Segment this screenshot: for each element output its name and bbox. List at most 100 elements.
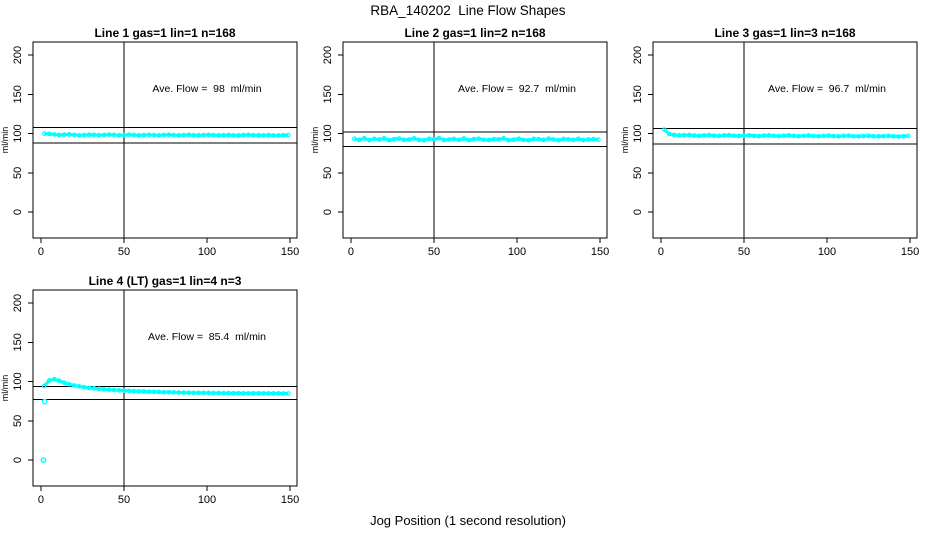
flow-point bbox=[51, 376, 57, 382]
ave-flow-annotation: Ave. Flow = 92.7 ml/min bbox=[458, 83, 576, 95]
flow-point bbox=[506, 137, 512, 143]
flow-point bbox=[866, 133, 871, 139]
flow-point bbox=[241, 390, 246, 396]
flow-point bbox=[66, 132, 72, 137]
flow-point bbox=[186, 132, 192, 138]
flow-point bbox=[401, 137, 407, 143]
flow-point bbox=[511, 137, 517, 142]
flow-point bbox=[741, 133, 747, 138]
flow-point bbox=[126, 132, 132, 138]
flow-point bbox=[281, 132, 286, 138]
flow-point bbox=[546, 136, 551, 141]
flow-point bbox=[231, 390, 236, 396]
y-tick-label: 0 bbox=[12, 457, 24, 463]
flow-point bbox=[376, 137, 382, 142]
y-axis-title: ml/min bbox=[0, 127, 10, 154]
flow-point bbox=[521, 137, 526, 143]
flow-point bbox=[181, 132, 187, 138]
flow-point bbox=[101, 132, 107, 138]
flow-point bbox=[901, 133, 906, 139]
flow-point bbox=[246, 390, 251, 396]
flow-point bbox=[851, 133, 856, 139]
y-axis-title: ml/min bbox=[310, 127, 320, 154]
flow-point bbox=[726, 132, 732, 138]
flow-point bbox=[96, 386, 102, 392]
flow-point bbox=[86, 385, 92, 391]
flow-point bbox=[111, 387, 117, 393]
flow-point bbox=[781, 133, 787, 139]
flow-point bbox=[51, 132, 57, 137]
flow-point bbox=[841, 133, 846, 139]
flow-point bbox=[466, 137, 472, 143]
panel-line-4: 0 50 100 150 0 50 100 150 200 ml/min Line 4 (LT) … bbox=[0, 268, 310, 518]
x-tick-label: 0 bbox=[658, 246, 664, 258]
flow-point bbox=[286, 132, 291, 138]
panel-title: Line 2 gas=1 lin=2 n=168 bbox=[404, 26, 546, 40]
flow-point bbox=[241, 132, 246, 138]
flow-point bbox=[711, 133, 717, 138]
flow-point bbox=[46, 131, 52, 137]
flow-point bbox=[71, 383, 77, 388]
plot-box bbox=[32, 289, 298, 487]
flow-point bbox=[761, 133, 767, 138]
flow-point bbox=[246, 132, 251, 138]
flow-point bbox=[486, 137, 492, 143]
x-tick-label: 50 bbox=[428, 246, 440, 258]
flow-point bbox=[141, 132, 147, 138]
plot-area-line-3: 0 50 100 150 0 50 100 150 200 ml/min bbox=[620, 41, 919, 258]
x-tick-label: 0 bbox=[38, 246, 44, 258]
flow-point bbox=[386, 137, 392, 143]
x-tick-label: 0 bbox=[348, 246, 354, 258]
x-tick-label: 50 bbox=[118, 494, 130, 506]
y-tick-label: 200 bbox=[12, 294, 24, 312]
flow-point bbox=[696, 133, 702, 139]
panel-line-2: 0 50 100 150 0 50 100 150 200 ml/min Line 2 gas=1… bbox=[310, 20, 620, 270]
flow-point bbox=[681, 132, 687, 138]
flow-point bbox=[166, 132, 172, 138]
flow-point bbox=[196, 133, 202, 138]
flow-point bbox=[496, 137, 502, 142]
flow-point bbox=[451, 136, 457, 142]
flow-point bbox=[756, 133, 762, 139]
x-tick-label: 50 bbox=[118, 246, 130, 258]
flow-point bbox=[226, 132, 231, 138]
flow-point bbox=[561, 136, 566, 142]
x-tick-label: 150 bbox=[591, 246, 609, 258]
flow-point bbox=[881, 133, 886, 139]
panel-title: Line 4 (LT) gas=1 lin=4 n=3 bbox=[88, 274, 242, 288]
flow-point bbox=[256, 390, 261, 396]
flow-point bbox=[536, 136, 541, 142]
flow-point bbox=[806, 133, 812, 138]
flow-point bbox=[426, 136, 432, 142]
y-tick-label: 50 bbox=[12, 167, 24, 179]
flow-point bbox=[116, 132, 122, 138]
flow-point bbox=[856, 133, 861, 139]
y-tick-label: 150 bbox=[12, 333, 24, 351]
flow-point bbox=[121, 132, 127, 138]
flow-point bbox=[431, 136, 437, 142]
flow-point bbox=[706, 132, 712, 138]
flow-point bbox=[666, 131, 672, 137]
y-tick-label: 100 bbox=[12, 124, 24, 142]
flow-point bbox=[251, 390, 256, 396]
plot-area-line-1: 0 50 100 150 0 50 100 150 200 ml/min bbox=[0, 41, 299, 258]
flow-point bbox=[166, 389, 172, 395]
x-tick-label: 100 bbox=[818, 246, 836, 258]
flow-point bbox=[371, 136, 377, 142]
flow-point bbox=[91, 386, 97, 391]
x-tick-label: 150 bbox=[281, 494, 299, 506]
flow-point bbox=[106, 132, 112, 137]
flow-point bbox=[461, 136, 467, 141]
plot-area-line-4: 0 50 100 150 0 50 100 150 200 ml/min bbox=[0, 289, 299, 506]
flow-point bbox=[56, 132, 62, 138]
flow-point bbox=[421, 137, 427, 143]
flow-point bbox=[691, 133, 697, 138]
flow-point bbox=[566, 137, 571, 142]
flow-point bbox=[906, 133, 911, 139]
flow-point bbox=[216, 390, 221, 396]
panel-line-3: 0 50 100 150 0 50 100 150 200 ml/min Line 3 gas=1… bbox=[620, 20, 930, 270]
flow-point bbox=[106, 387, 112, 392]
x-tick-label: 100 bbox=[198, 494, 216, 506]
flow-point bbox=[871, 133, 876, 139]
y-tick-label: 50 bbox=[322, 167, 334, 179]
